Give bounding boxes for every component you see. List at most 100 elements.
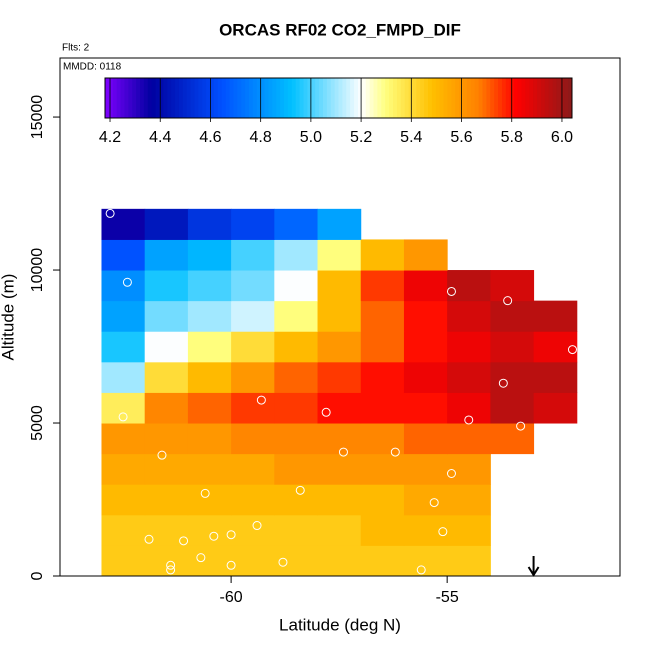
heat-cell	[533, 331, 578, 363]
heat-cell	[360, 514, 405, 546]
heat-cell	[144, 331, 189, 363]
heat-cell	[403, 484, 448, 516]
colorbar-band	[540, 78, 546, 118]
heat-cell	[274, 423, 319, 455]
colorbar-band	[443, 78, 448, 118]
heat-cell	[101, 453, 146, 485]
sample-point	[321, 407, 331, 417]
heat-cell	[187, 208, 232, 240]
colorbar-band	[354, 78, 359, 118]
colorbar-band	[217, 78, 223, 118]
heat-cell	[231, 239, 275, 271]
colorbar-band	[389, 78, 394, 118]
heat-cell	[317, 453, 362, 485]
heat-cell	[231, 423, 275, 455]
colorbar-band	[105, 78, 110, 118]
colorbar-band	[416, 78, 421, 118]
heat-cell	[144, 453, 189, 485]
colorbar-band	[256, 78, 262, 118]
colorbar-band	[412, 78, 417, 118]
heat-cell	[317, 423, 362, 455]
heat-cell	[317, 331, 362, 363]
colorbar-band	[151, 78, 157, 118]
colorbar-band	[381, 78, 386, 118]
colorbar-band	[128, 78, 133, 118]
colorbar-band	[470, 78, 476, 118]
colorbar-band	[221, 78, 227, 118]
heat-cell	[403, 514, 448, 546]
colorbar-band	[132, 78, 137, 118]
colorbar-band	[431, 78, 437, 118]
sample-point	[196, 553, 206, 563]
sample-point	[503, 296, 513, 306]
sample-point	[321, 195, 331, 205]
colorbar-band	[529, 78, 534, 118]
colorbar-band	[342, 78, 347, 118]
colorbar-band	[120, 78, 125, 118]
colorbar-band	[404, 78, 410, 118]
heat-cell	[144, 239, 189, 271]
chart-title: ORCAS RF02 CO2_FMPD_DIF	[219, 20, 461, 39]
colorbar-band	[206, 78, 211, 118]
colorbar-band	[112, 78, 118, 118]
heat-cell	[231, 514, 275, 546]
colorbar-band	[377, 78, 382, 118]
heat-cell	[317, 361, 362, 393]
colorbar-band	[408, 78, 413, 118]
heat-cell	[101, 484, 146, 516]
heat-cell	[360, 453, 405, 485]
sample-point	[226, 530, 236, 540]
colorbar-band	[466, 78, 472, 118]
colorbar-band	[435, 78, 441, 118]
colorbar-band	[237, 78, 242, 118]
colorbar-band	[564, 78, 569, 118]
heat-cell	[403, 423, 448, 455]
y-tick-label: 15000	[29, 95, 46, 140]
colorbar-band	[428, 78, 433, 118]
heat-cell	[231, 331, 275, 363]
colorbar-band	[225, 78, 231, 118]
colorbar-tick-label: 4.4	[149, 129, 171, 146]
heat-cell	[274, 392, 319, 424]
heat-cell	[187, 423, 232, 455]
sample-point	[278, 557, 288, 567]
heat-cell	[490, 361, 535, 393]
arrow-head	[527, 566, 540, 577]
heat-cell	[403, 361, 448, 393]
colorbar-band	[556, 78, 561, 118]
sample-point	[446, 286, 456, 296]
heat-cell	[101, 392, 146, 424]
heat-cell	[144, 423, 189, 455]
heat-cell	[490, 270, 535, 302]
x-axis-label: Latitude (deg N)	[279, 615, 401, 634]
heat-cell	[231, 300, 275, 332]
colorbar-band	[143, 78, 149, 118]
heat-cell	[360, 300, 405, 332]
colorbar-band	[140, 78, 145, 118]
heat-cell	[187, 361, 232, 393]
heat-cell	[231, 484, 275, 516]
sample-point	[144, 534, 154, 544]
heat-cell	[274, 453, 319, 485]
colorbar-band	[361, 78, 367, 118]
colorbar-band	[284, 78, 289, 118]
colorbar-band	[548, 78, 554, 118]
heat-cell	[490, 392, 535, 424]
colorbar-band	[330, 78, 336, 118]
heat-cell	[187, 331, 232, 363]
heat-cell	[144, 484, 189, 516]
heat-cell	[317, 270, 362, 302]
heat-cell	[317, 208, 362, 240]
sample-point	[438, 527, 448, 537]
colorbar-band	[248, 78, 254, 118]
colorbar-band	[494, 78, 499, 118]
heat-cell	[360, 484, 405, 516]
colorbar-band	[373, 78, 378, 118]
colorbar-band	[147, 78, 153, 118]
sample-point	[256, 395, 266, 405]
colorbar-band	[307, 78, 312, 118]
colorbar-band	[108, 78, 114, 118]
colorbar-band	[167, 78, 172, 118]
heat-cell	[274, 300, 319, 332]
sample-point	[209, 531, 219, 541]
